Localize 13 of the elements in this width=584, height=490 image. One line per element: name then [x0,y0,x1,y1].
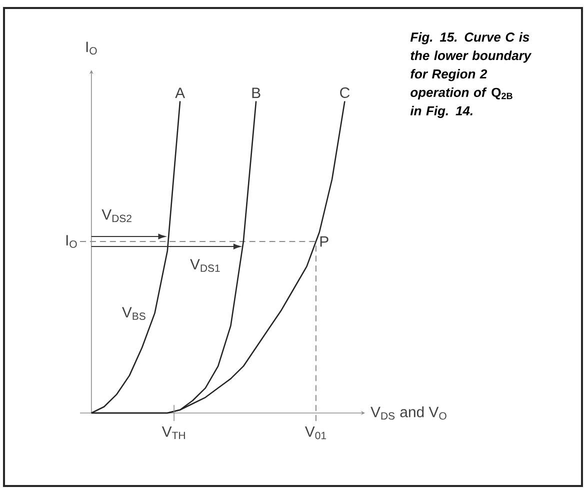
annotation: V$_{DS2}$ [102,209,132,222]
ref-line-label: I$_{O}$ [66,235,77,248]
text: C [340,87,350,98]
text: B [252,88,260,98]
text: A [175,88,186,98]
annotation: V$_{DS1}$ [190,259,220,272]
annotation: V$_{BS}$ [122,307,146,320]
annotation: P [320,236,328,247]
text: V$_{01}$ [304,426,326,440]
x-axis-title: V$_{DS}$ and V$_{O}$ [370,406,446,420]
text: V$_{TH}$ [162,426,185,440]
y-axis-title: I$_{O}$ [86,42,97,55]
chart-title: Fig. 15. Curve C is the lower boundary for Region 2 operation of Q$_{2B}$ in Fig. 14. [410,32,532,118]
